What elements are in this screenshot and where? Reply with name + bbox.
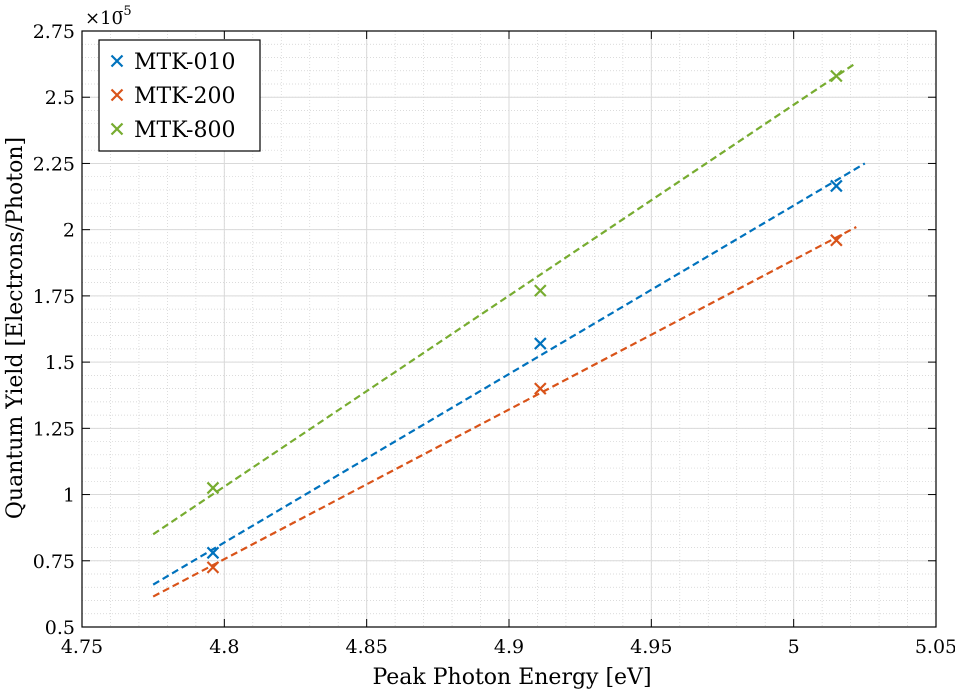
x-tick-labels: 4.75 4.8 4.85 4.9 4.95 5 5.05	[61, 636, 955, 658]
legend-marker-mtk-800	[110, 122, 124, 136]
data-point-mtk-200	[206, 561, 220, 574]
legend-marker-mtk-010	[110, 54, 124, 68]
data-point-mtk-200	[830, 233, 843, 247]
fit-lines	[152, 61, 866, 598]
x-tick-label: 4.9	[494, 636, 524, 658]
data-point-mtk-800	[206, 481, 220, 495]
axis-ticks	[81, 30, 937, 628]
x-tick-label: 4.75	[61, 636, 103, 658]
y-tick-label: 2.75	[33, 21, 75, 43]
x-tick-label: 4.8	[209, 636, 239, 658]
data-point-mtk-010	[830, 179, 843, 193]
fit-line-mtk-010	[152, 162, 866, 586]
y-axis-label: Quantum Yield [Electrons/Photon]	[3, 137, 28, 519]
fit-line-mtk-200	[152, 226, 857, 598]
y-tick-label: 1.75	[33, 286, 75, 308]
x-tick-label: 4.85	[346, 636, 388, 658]
legend: MTK-010 MTK-200 MTK-800	[98, 39, 261, 152]
y-tick-label: 0.5	[45, 617, 75, 639]
y-tick-label: 2	[63, 220, 75, 242]
x-axis-label: Peak Photon Energy [eV]	[372, 665, 651, 690]
data-point-mtk-010	[534, 337, 547, 350]
y-tick-label: 0.75	[33, 551, 75, 573]
x-tick-label: 5	[788, 636, 800, 658]
y-exponent-base: ×10	[85, 8, 123, 29]
y-tick-label: 2.5	[45, 87, 75, 109]
legend-marker-mtk-200	[110, 88, 124, 102]
x-tick-label: 4.95	[630, 636, 672, 658]
y-exponent-label: ×10 -5	[85, 4, 132, 29]
data-markers	[206, 69, 843, 574]
y-tick-label: 1	[63, 485, 75, 507]
legend-label-mtk-200: MTK-200	[134, 84, 235, 109]
y-exponent-power: -5	[119, 4, 132, 19]
fit-line-mtk-800	[152, 61, 857, 536]
y-tick-label: 1.5	[45, 352, 75, 374]
legend-label-mtk-010: MTK-010	[134, 50, 235, 75]
data-point-mtk-800	[830, 69, 843, 83]
data-point-mtk-200	[534, 382, 547, 395]
y-tick-label: 1.25	[33, 418, 75, 440]
data-point-mtk-010	[206, 546, 220, 560]
legend-box	[98, 39, 261, 152]
x-tick-label: 5.05	[915, 636, 955, 658]
major-grid	[81, 30, 937, 628]
legend-label-mtk-800: MTK-800	[134, 118, 235, 143]
y-tick-label: 2.25	[33, 153, 75, 175]
data-point-mtk-800	[534, 284, 547, 297]
y-tick-labels: 0.5 0.75 1 1.25 1.5 1.75 2 2.25 2.5 2.75	[33, 21, 75, 639]
legend-entries: MTK-010 MTK-200 MTK-800	[110, 50, 235, 143]
